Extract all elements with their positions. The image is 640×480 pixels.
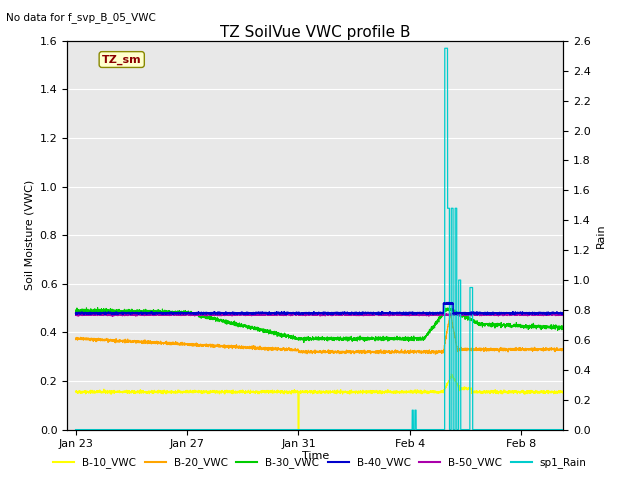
- Text: TZ_sm: TZ_sm: [102, 54, 141, 65]
- Legend: B-10_VWC, B-20_VWC, B-30_VWC, B-40_VWC, B-50_VWC, sp1_Rain: B-10_VWC, B-20_VWC, B-30_VWC, B-40_VWC, …: [49, 453, 591, 472]
- Title: TZ SoilVue VWC profile B: TZ SoilVue VWC profile B: [220, 24, 410, 40]
- Y-axis label: Soil Moisture (VWC): Soil Moisture (VWC): [24, 180, 34, 290]
- X-axis label: Time: Time: [301, 451, 329, 461]
- Text: No data for f_svp_B_05_VWC: No data for f_svp_B_05_VWC: [6, 12, 156, 23]
- Y-axis label: Rain: Rain: [596, 223, 606, 248]
